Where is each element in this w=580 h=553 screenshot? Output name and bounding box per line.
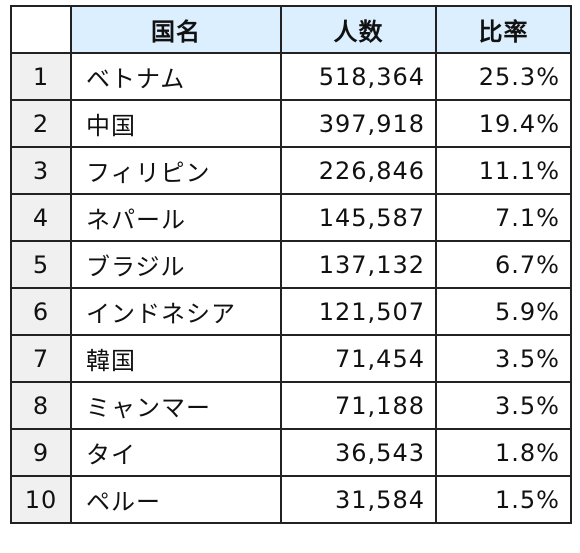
cell-rank: 10 [10, 475, 72, 524]
cell-rank: 1 [10, 52, 72, 101]
cell-population: 31,584 [280, 475, 437, 524]
cell-ratio: 6.7% [435, 240, 572, 289]
table-row: 1 ベトナム 518,364 25.3% [10, 52, 572, 101]
table-row: 4 ネパール 145,587 7.1% [10, 193, 572, 242]
table-row: 2 中国 397,918 19.4% [10, 99, 572, 148]
cell-country: ブラジル [70, 240, 282, 289]
table-row: 5 ブラジル 137,132 6.7% [10, 240, 572, 289]
header-country: 国名 [70, 5, 282, 54]
cell-rank: 8 [10, 381, 72, 430]
cell-rank: 9 [10, 428, 72, 477]
cell-country: 韓国 [70, 334, 282, 383]
cell-country: タイ [70, 428, 282, 477]
cell-population: 137,132 [280, 240, 437, 289]
cell-ratio: 3.5% [435, 381, 572, 430]
header-row: 国名 人数 比率 [10, 5, 572, 54]
cell-population: 518,364 [280, 52, 437, 101]
header-ratio: 比率 [435, 5, 572, 54]
cell-rank: 6 [10, 287, 72, 336]
cell-ratio: 3.5% [435, 334, 572, 383]
cell-population: 121,507 [280, 287, 437, 336]
cell-rank: 7 [10, 334, 72, 383]
table-row: 9 タイ 36,543 1.8% [10, 428, 572, 477]
cell-population: 71,188 [280, 381, 437, 430]
cell-rank: 5 [10, 240, 72, 289]
country-population-table: 国名 人数 比率 1 ベトナム 518,364 25.3% 2 中国 397,918 19.4… [10, 5, 572, 524]
table-row: 3 フィリピン 226,846 11.1% [10, 146, 572, 195]
cell-country: フィリピン [70, 146, 282, 195]
cell-country: ネパール [70, 193, 282, 242]
cell-country: インドネシア [70, 287, 282, 336]
cell-country: 中国 [70, 99, 282, 148]
cell-ratio: 25.3% [435, 52, 572, 101]
cell-country: ペルー [70, 475, 282, 524]
cell-ratio: 11.1% [435, 146, 572, 195]
cell-population: 226,846 [280, 146, 437, 195]
cell-ratio: 1.5% [435, 475, 572, 524]
header-population: 人数 [280, 5, 437, 54]
cell-population: 36,543 [280, 428, 437, 477]
cell-rank: 3 [10, 146, 72, 195]
header-rank [10, 5, 72, 54]
table-row: 8 ミャンマー 71,188 3.5% [10, 381, 572, 430]
cell-ratio: 19.4% [435, 99, 572, 148]
table-row: 10 ペルー 31,584 1.5% [10, 475, 572, 524]
cell-population: 397,918 [280, 99, 437, 148]
cell-population: 145,587 [280, 193, 437, 242]
table-row: 7 韓国 71,454 3.5% [10, 334, 572, 383]
cell-ratio: 1.8% [435, 428, 572, 477]
cell-population: 71,454 [280, 334, 437, 383]
cell-rank: 4 [10, 193, 72, 242]
cell-ratio: 7.1% [435, 193, 572, 242]
table-body: 1 ベトナム 518,364 25.3% 2 中国 397,918 19.4% 3 フィリピン 22… [10, 52, 572, 524]
cell-ratio: 5.9% [435, 287, 572, 336]
cell-country: ベトナム [70, 52, 282, 101]
table-row: 6 インドネシア 121,507 5.9% [10, 287, 572, 336]
cell-rank: 2 [10, 99, 72, 148]
cell-country: ミャンマー [70, 381, 282, 430]
